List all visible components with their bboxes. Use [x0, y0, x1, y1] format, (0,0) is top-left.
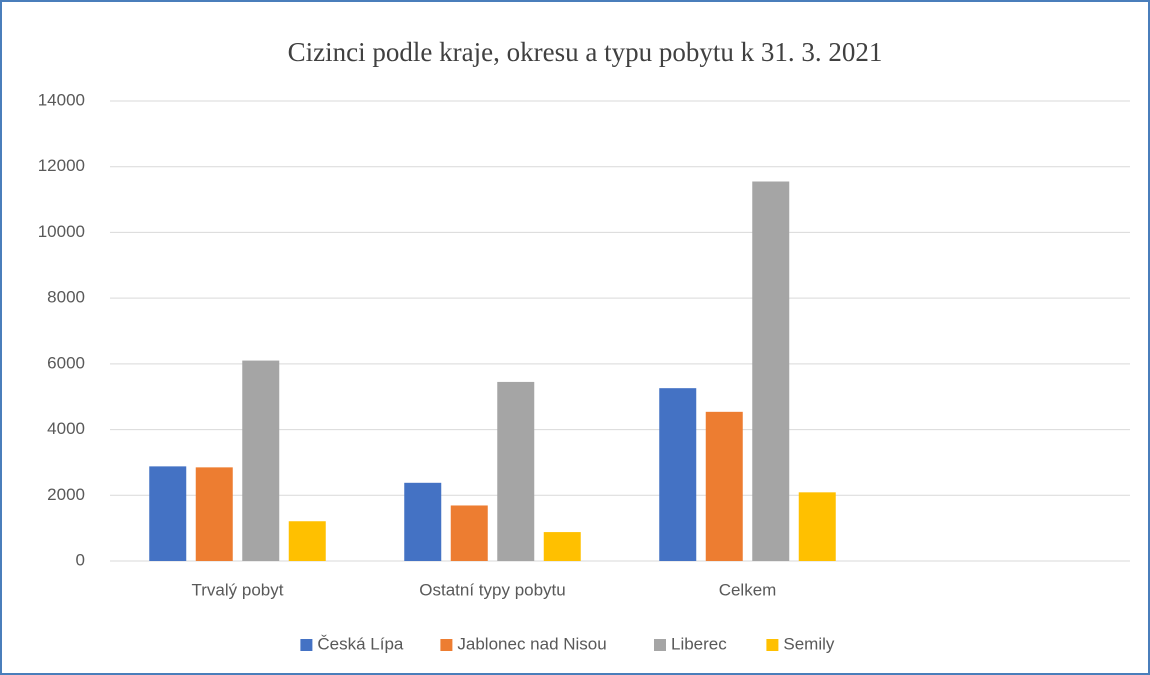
bar [543, 532, 581, 561]
legend-swatch [440, 639, 453, 651]
legend-label: Česká Lípa [317, 634, 404, 653]
legend-swatch [766, 639, 779, 651]
x-tick-label: Ostatní typy pobytu [419, 580, 565, 599]
bar [450, 505, 488, 561]
y-tick-label: 4000 [47, 419, 85, 438]
bar [149, 466, 187, 561]
y-tick-label: 0 [76, 550, 85, 569]
bar [752, 181, 790, 561]
bar [404, 482, 442, 561]
y-tick-label: 6000 [47, 353, 85, 372]
legend-label: Semily [783, 634, 835, 653]
bar [497, 381, 535, 561]
bar [659, 388, 697, 561]
chart-title: Cizinci podle kraje, okresu a typu pobyt… [288, 37, 883, 67]
y-tick-label: 8000 [47, 288, 85, 307]
bar [242, 360, 280, 561]
y-tick-label: 2000 [47, 485, 85, 504]
legend-swatch [300, 639, 313, 651]
legend-label: Liberec [671, 634, 727, 653]
bar [288, 521, 326, 561]
legend-label: Jablonec nad Nisou [457, 634, 606, 653]
bar [798, 492, 836, 561]
x-tick-label: Trvalý pobyt [192, 580, 284, 599]
bar [195, 467, 233, 561]
y-tick-label: 10000 [38, 222, 85, 241]
y-tick-label: 12000 [38, 156, 85, 175]
x-tick-label: Celkem [719, 580, 777, 599]
legend-swatch [654, 639, 666, 651]
y-tick-label: 14000 [38, 90, 85, 109]
bar [705, 411, 743, 561]
